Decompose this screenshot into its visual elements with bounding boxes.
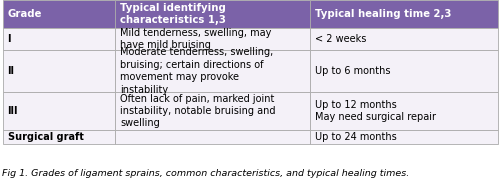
- Bar: [2, 0, 115, 28]
- Bar: [310, 28, 498, 50]
- Text: Up to 24 months: Up to 24 months: [315, 132, 397, 142]
- Text: Mild tenderness, swelling, may
have mild bruising: Mild tenderness, swelling, may have mild…: [120, 28, 272, 50]
- Text: I: I: [8, 34, 11, 44]
- Text: < 2 weeks: < 2 weeks: [315, 34, 366, 44]
- Text: II: II: [8, 66, 14, 76]
- Text: Grade: Grade: [8, 9, 42, 19]
- Bar: [115, 28, 310, 50]
- Text: Fig 1. Grades of ligament sprains, common characteristics, and typical healing t: Fig 1. Grades of ligament sprains, commo…: [2, 169, 410, 178]
- Bar: [115, 0, 310, 28]
- Text: III: III: [8, 106, 18, 116]
- Bar: [2, 50, 115, 92]
- Bar: [2, 92, 115, 130]
- Bar: [310, 92, 498, 130]
- Bar: [115, 92, 310, 130]
- Bar: [2, 28, 115, 50]
- Bar: [115, 50, 310, 92]
- Bar: [115, 130, 310, 144]
- Bar: [310, 50, 498, 92]
- Text: Typical healing time 2,3: Typical healing time 2,3: [315, 9, 452, 19]
- Text: Surgical graft: Surgical graft: [8, 132, 84, 142]
- Text: Often lack of pain, marked joint
instability, notable bruising and
swelling: Often lack of pain, marked joint instabi…: [120, 94, 276, 128]
- Bar: [310, 0, 498, 28]
- Bar: [310, 130, 498, 144]
- Text: Up to 12 months
May need surgical repair: Up to 12 months May need surgical repair: [315, 100, 436, 122]
- Bar: [2, 130, 115, 144]
- Text: Up to 6 months: Up to 6 months: [315, 66, 390, 76]
- Text: Moderate tenderness, swelling,
bruising; certain directions of
movement may prov: Moderate tenderness, swelling, bruising;…: [120, 47, 273, 95]
- Text: Typical identifying
characteristics 1,3: Typical identifying characteristics 1,3: [120, 3, 226, 25]
